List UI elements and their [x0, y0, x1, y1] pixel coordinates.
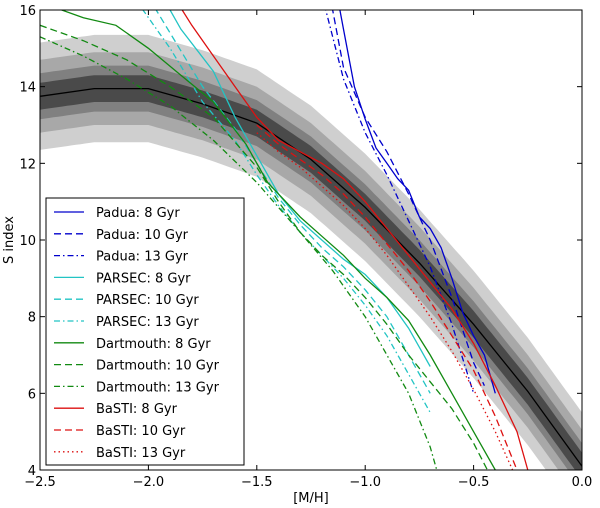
- legend-label-padua-0: Padua: 8 Gyr: [96, 206, 180, 221]
- legend-box: [45, 197, 245, 466]
- series-line-padua-0: [339, 10, 496, 394]
- legend-label-padua-2: Padua: 13 Gyr: [96, 250, 189, 265]
- series-line-dartmouth-6: [59, 10, 496, 470]
- series-line-parsec-4: [155, 10, 431, 394]
- y-tick-label: 14: [19, 81, 36, 96]
- legend-label-parsec-3: PARSEC: 8 Gyr: [96, 271, 191, 286]
- x-tick-label: −1.5: [241, 475, 273, 490]
- legend-label-padua-1: Padua: 10 Gyr: [96, 228, 189, 243]
- legend-label-dartmouth-7: Dartmouth: 10 Gyr: [96, 359, 220, 374]
- series-line-dartmouth-7: [40, 24, 489, 470]
- legend-label-basti-11: BaSTI: 13 Gyr: [96, 446, 186, 461]
- legend-label-dartmouth-8: Dartmouth: 13 Gyr: [96, 380, 220, 395]
- legend-label-parsec-5: PARSEC: 13 Gyr: [96, 315, 199, 330]
- legend-label-parsec-4: PARSEC: 10 Gyr: [96, 293, 199, 308]
- series-line-basti-10: [256, 124, 518, 470]
- x-tick-label: 0.0: [572, 475, 593, 490]
- x-tick-label: −2.0: [133, 475, 165, 490]
- series-line-parsec-3: [169, 10, 431, 367]
- x-axis-label: [M/H]: [293, 491, 329, 506]
- legend-label-basti-9: BaSTI: 8 Gyr: [96, 402, 178, 417]
- legend: Padua: 8 Gyr Padua: 10 Gyr Padua: 13 Gyr PA…: [45, 197, 245, 466]
- density-band-outer: [40, 34, 582, 470]
- y-axis-label: S index: [2, 216, 17, 264]
- density-band-core: [40, 75, 582, 470]
- axes: −2.5 −2.0 −1.5 −1.0 −0.5 0.0 4 6 8 10 12 14 16 [M/H] S…: [2, 4, 592, 506]
- mean-relation-line: [40, 87, 582, 467]
- x-tick-label: −1.0: [349, 475, 381, 490]
- x-tick-label: −2.5: [24, 475, 56, 490]
- series-line-dartmouth-8: [40, 36, 438, 470]
- series-line-padua-1: [331, 10, 485, 386]
- legend-label-dartmouth-6: Dartmouth: 8 Gyr: [96, 337, 211, 352]
- y-tick-label: 16: [19, 4, 36, 19]
- series-line-basti-9: [181, 10, 529, 470]
- y-tick-label: 12: [19, 157, 36, 172]
- legend-label-basti-10: BaSTI: 10 Gyr: [96, 424, 186, 439]
- series-line-padua-2: [325, 10, 475, 394]
- y-tick-label: 4: [28, 464, 36, 479]
- y-tick-label: 6: [28, 387, 36, 402]
- x-tick-label: −0.5: [458, 475, 490, 490]
- plot-area: [40, 10, 582, 470]
- y-tick-label: 10: [19, 234, 36, 249]
- y-tick-label: 8: [28, 311, 36, 326]
